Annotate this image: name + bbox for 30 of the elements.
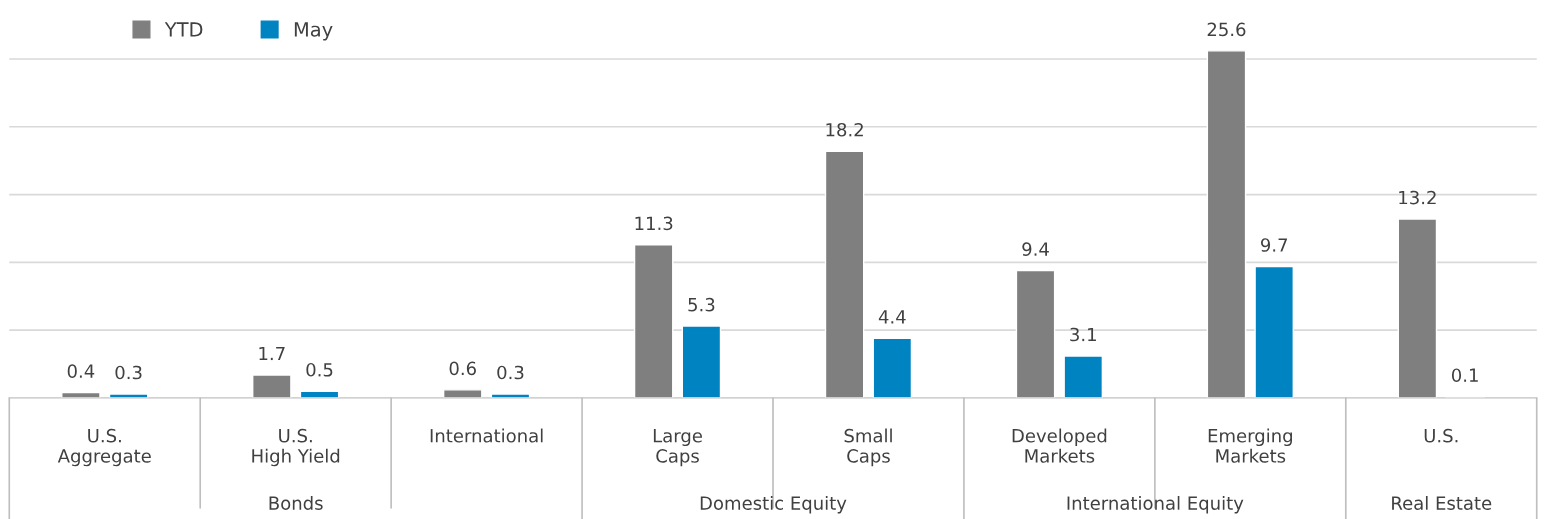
data-label: 5.3 (688, 297, 715, 312)
x-tick-label: Small Caps (844, 428, 892, 467)
text: Bonds (269, 495, 323, 510)
x-tick-label: Developed Markets (1012, 428, 1107, 463)
data-label: 25.6 (1207, 22, 1246, 37)
x-tick-label: U.S. (1424, 428, 1458, 443)
legend-label: YTD (164, 22, 203, 37)
x-tick-label: Emerging Markets (1208, 428, 1292, 463)
text: International Equity (1067, 495, 1244, 514)
x-tick-label: U.S. Aggregate (57, 428, 151, 467)
x-tick-label: U.S. High Yield (252, 428, 340, 467)
data-label: 9.4 (1022, 242, 1049, 256)
data-label: 3.1 (1070, 327, 1096, 342)
data-label: 18.2 (826, 122, 863, 137)
data-label: 0.1 (1451, 368, 1478, 383)
data-label: 1.7 (259, 346, 285, 361)
legend-label: May (294, 22, 333, 41)
data-label: 13.2 (1399, 190, 1436, 205)
text: Real Estate (1392, 495, 1492, 510)
data-label: 0.4 (67, 364, 95, 378)
data-label: 11.3 (635, 216, 673, 231)
data-label: 0.3 (115, 365, 142, 380)
data-label: 0.5 (306, 362, 333, 377)
text: Domestic Equity (700, 495, 847, 514)
x-tick-label: Large Caps (653, 429, 702, 467)
data-label: 0.6 (449, 361, 476, 376)
data-label: 0.3 (497, 365, 524, 380)
data-label: 9.7 (1260, 238, 1288, 252)
data-label: 4.4 (878, 310, 906, 324)
x-tick-label: International (430, 428, 543, 443)
